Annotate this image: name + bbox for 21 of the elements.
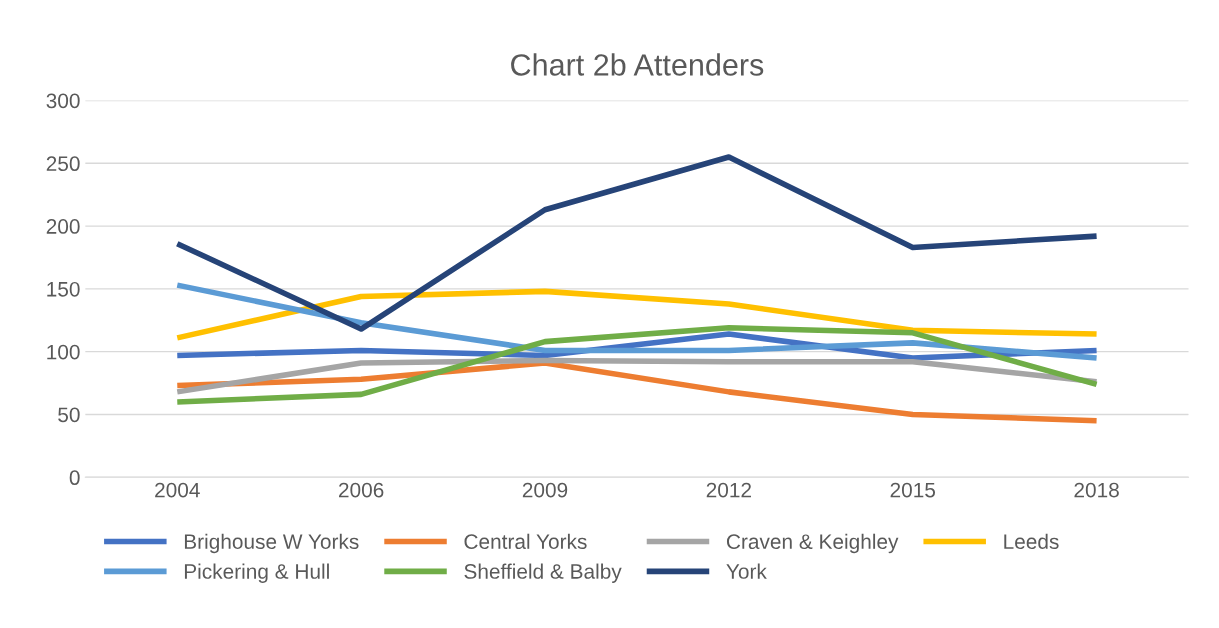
x-tick-label: 2012 (706, 482, 751, 498)
legend-label: Pickering & Hull (184, 563, 329, 583)
y-tick-label: 0 (69, 470, 80, 486)
chart-title: Chart 2b Attenders (511, 53, 764, 76)
x-tick-label: 2018 (1074, 482, 1119, 498)
x-tick-label: 2009 (522, 482, 568, 498)
y-tick-label: 50 (58, 407, 80, 423)
y-tick-label: 100 (47, 344, 80, 360)
legend-label: Sheffield & Balby (464, 563, 622, 583)
y-tick-label: 300 (46, 93, 80, 109)
legend-label: Leeds (1004, 533, 1059, 550)
y-tick-label: 150 (47, 281, 80, 297)
legend-label: Brighouse W Yorks (184, 533, 359, 554)
legend-label: Craven & Keighley (726, 533, 899, 554)
x-tick-label: 2015 (890, 482, 936, 498)
y-tick-label: 200 (46, 219, 80, 234)
legend-label: Central Yorks (464, 533, 587, 550)
x-tick-label: 2004 (155, 482, 200, 498)
x-tick-label: 2006 (339, 482, 384, 498)
y-tick-label: 250 (46, 156, 80, 172)
legend-label: York (726, 563, 767, 579)
